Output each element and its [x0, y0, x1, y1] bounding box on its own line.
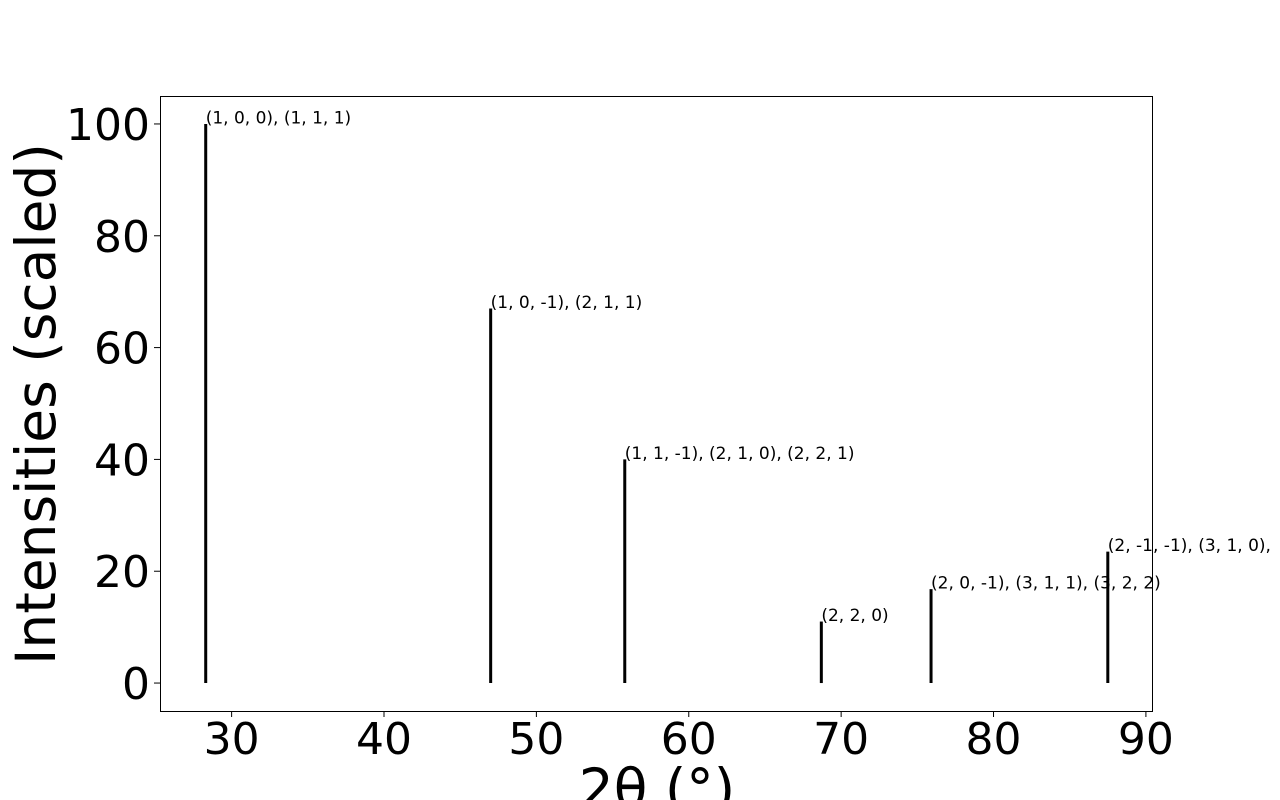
y-tick-label-0: 0 — [122, 659, 150, 710]
peak-label-3: (2, 2, 0) — [821, 606, 888, 626]
peak-label-0: (1, 0, 0), (1, 1, 1) — [206, 108, 351, 128]
y-tick-label-1: 20 — [94, 547, 150, 598]
x-tick-label-3: 60 — [661, 714, 717, 765]
y-axis: 0 20 40 60 80 100 — [66, 100, 160, 710]
peak-label-2: (1, 1, -1), (2, 1, 0), (2, 2, 1) — [625, 444, 855, 464]
peak-labels: (1, 0, 0), (1, 1, 1) (1, 0, -1), (2, 1, 1… — [206, 108, 1271, 626]
x-tick-label-0: 30 — [204, 714, 260, 765]
x-axis: 30 40 50 60 70 80 90 — [204, 711, 1174, 765]
y-axis-title: Intensities (scaled) — [4, 143, 68, 665]
y-tick-label-4: 80 — [94, 212, 150, 263]
peak-label-1: (1, 0, -1), (2, 1, 1) — [491, 293, 643, 313]
y-tick-label-3: 60 — [94, 324, 150, 375]
x-axis-title: 2θ (°) — [579, 757, 736, 800]
x-tick-label-6: 90 — [1118, 714, 1174, 765]
y-tick-label-5: 100 — [66, 100, 150, 151]
x-tick-label-4: 70 — [813, 714, 869, 765]
x-tick-label-1: 40 — [356, 714, 412, 765]
plot-frame — [160, 96, 1153, 712]
peak-label-4: (2, 0, -1), (3, 1, 1), (3, 2, 2) — [931, 574, 1161, 594]
peaks-layer — [204, 123, 1110, 684]
x-tick-label-5: 80 — [966, 714, 1022, 765]
peak-label-5: (2, -1, -1), (3, 1, 0), — [1108, 536, 1271, 556]
x-tick-label-2: 50 — [508, 714, 564, 765]
y-tick-label-2: 40 — [94, 435, 150, 486]
